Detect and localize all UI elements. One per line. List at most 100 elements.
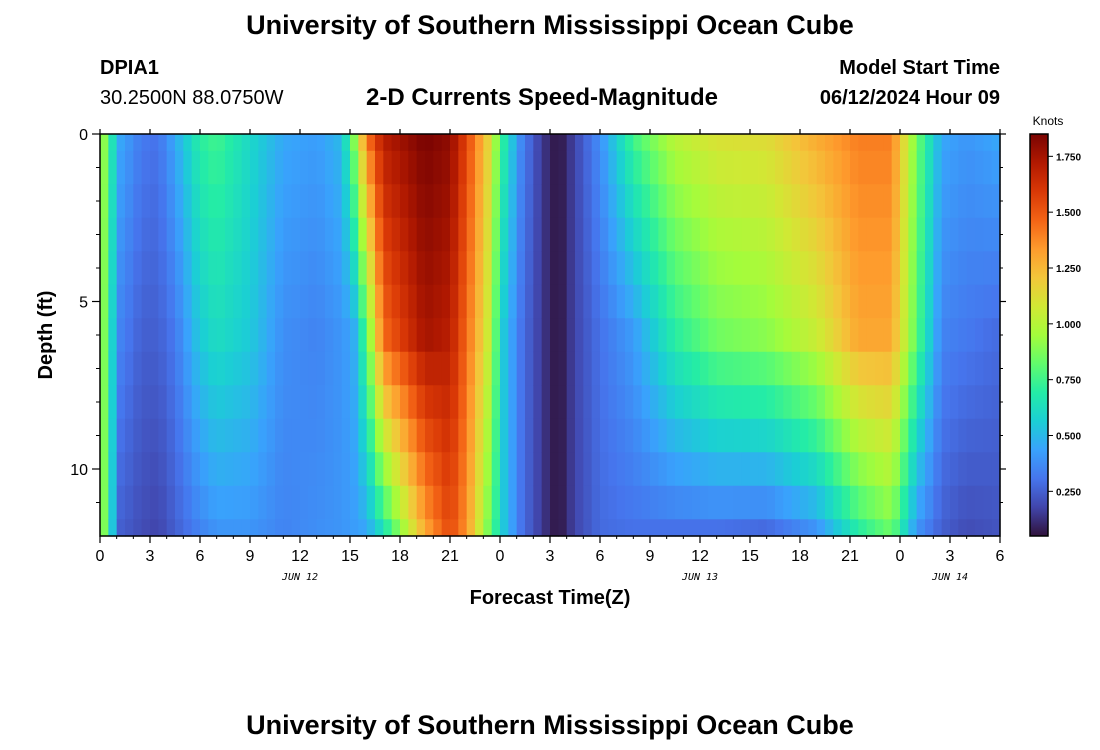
heatmap-cell (866, 150, 876, 185)
heatmap-cell (766, 150, 776, 185)
heatmap-cell (458, 351, 468, 386)
heatmap-cell (225, 452, 234, 487)
model-start-label: Model Start Time (839, 57, 1000, 79)
heatmap-cell (300, 385, 309, 420)
heatmap-cell (791, 217, 801, 252)
heatmap-cell (391, 418, 401, 453)
heatmap-cell (250, 485, 259, 520)
heatmap-cell (400, 251, 409, 286)
heatmap-cell (875, 318, 884, 353)
heatmap-cell (300, 418, 309, 453)
colorbar-scale (1029, 133, 1049, 537)
heatmap-cell (533, 418, 543, 453)
heatmap-cell (166, 217, 176, 252)
heatmap-cell (375, 150, 384, 185)
heatmap-cell (691, 385, 701, 420)
heatmap-cell (316, 318, 326, 353)
heatmap-cell (450, 217, 459, 252)
heatmap-cell (558, 385, 568, 420)
x-tick-label: 18 (791, 548, 809, 565)
heatmap-cell (891, 385, 901, 420)
heatmap-cell (858, 150, 868, 185)
heatmap-cell (166, 452, 176, 487)
heatmap-cell (291, 284, 301, 319)
heatmap-cell (175, 134, 184, 152)
heatmap-cell (908, 418, 918, 453)
heatmap-cell (483, 134, 493, 152)
heatmap-cell (908, 251, 918, 286)
heatmap-cell (958, 418, 968, 453)
heatmap-cell (866, 284, 876, 319)
heatmap-cell (241, 217, 251, 252)
heatmap-cell (608, 284, 618, 319)
heatmap-cell (258, 251, 268, 286)
heatmap-cell (333, 217, 343, 252)
heatmap-cell (575, 134, 584, 152)
heatmap-cell (958, 452, 968, 487)
heatmap-cell (966, 217, 976, 252)
heatmap-cell (408, 385, 418, 420)
heatmap-cell (533, 385, 543, 420)
heatmap-cell (550, 519, 559, 537)
heatmap-cell (933, 452, 943, 487)
x-tick-label: 6 (996, 548, 1005, 565)
heatmap-cell (541, 351, 551, 386)
heatmap-cell (816, 217, 826, 252)
heatmap-cell (416, 418, 426, 453)
heatmap-cell (741, 134, 751, 152)
heatmap-cell (475, 452, 484, 487)
heatmap-cell (875, 251, 884, 286)
heatmap-cell (733, 150, 743, 185)
heatmap-cell (841, 134, 851, 152)
heatmap-cell (150, 251, 159, 286)
heatmap-cell (391, 485, 401, 520)
heatmap-cell (141, 150, 151, 185)
heatmap-cell (466, 251, 476, 286)
heatmap-cell (433, 351, 443, 386)
heatmap-cell (333, 284, 343, 319)
heatmap-cell (475, 217, 484, 252)
heatmap-cell (725, 351, 734, 386)
heatmap-cell (500, 351, 509, 386)
heatmap-cell (850, 519, 859, 537)
heatmap-cell (816, 318, 826, 353)
heatmap-cell (716, 485, 726, 520)
heatmap-cell (916, 385, 926, 420)
heatmap-cell (625, 150, 634, 185)
heatmap-cell (766, 251, 776, 286)
heatmap-cell (575, 150, 584, 185)
heatmap-cell (933, 251, 943, 286)
heatmap-cell (633, 418, 643, 453)
heatmap-cell (541, 251, 551, 286)
heatmap-cell (816, 485, 826, 520)
heatmap-cell (541, 318, 551, 353)
heatmap-cell (508, 150, 518, 185)
heatmap-cell (375, 385, 384, 420)
heatmap-cell (966, 284, 976, 319)
heatmap-cell (125, 150, 134, 185)
heatmap-cell (741, 150, 751, 185)
heatmap-cell (250, 418, 259, 453)
heatmap-cell (675, 217, 684, 252)
x-tick-label: 9 (246, 548, 255, 565)
heatmap-cell (183, 284, 193, 319)
heatmap-cell (600, 485, 609, 520)
heatmap-cell (291, 385, 301, 420)
heatmap-cell (650, 134, 659, 152)
heatmap-cell (341, 418, 351, 453)
heatmap-cell (541, 284, 551, 319)
heatmap-cell (566, 318, 576, 353)
heatmap-cell (391, 284, 401, 319)
heatmap-cell (750, 217, 759, 252)
heatmap-cell (275, 318, 284, 353)
heatmap-cell (125, 284, 134, 319)
heatmap-cell (925, 184, 934, 219)
heatmap-cell (783, 418, 793, 453)
heatmap-cell (150, 184, 159, 219)
heatmap-cell (283, 385, 293, 420)
heatmap-cell (758, 184, 768, 219)
heatmap-cell (975, 385, 984, 420)
heatmap-cell (641, 284, 651, 319)
heatmap-cell (683, 485, 693, 520)
heatmap-cell (983, 418, 993, 453)
